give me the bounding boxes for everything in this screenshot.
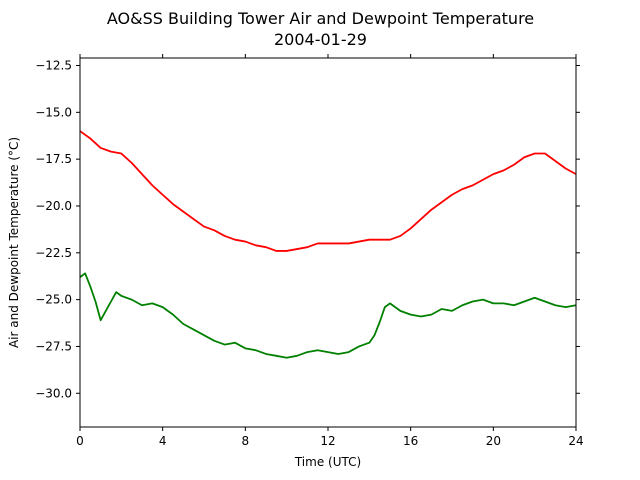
y-tick-label: −12.5 xyxy=(35,58,72,72)
x-tick-label: 16 xyxy=(403,434,418,448)
y-axis-label: Air and Dewpoint Temperature (°C) xyxy=(7,137,21,348)
plot-frame xyxy=(79,57,577,428)
y-tick-label: −15.0 xyxy=(35,105,72,119)
chart-title: AO&SS Building Tower Air and Dewpoint Te… xyxy=(107,9,534,28)
x-tick-label: 0 xyxy=(76,434,84,448)
x-tick-label: 8 xyxy=(242,434,250,448)
x-tick-label: 12 xyxy=(320,434,335,448)
x-tick-label: 24 xyxy=(568,434,583,448)
x-tick-label: 20 xyxy=(486,434,501,448)
y-tick-label: −30.0 xyxy=(35,386,72,400)
air-temperature-line xyxy=(79,130,577,252)
x-tick-label: 4 xyxy=(159,434,167,448)
chart-subtitle: 2004-01-29 xyxy=(274,30,367,49)
y-tick-label: −25.0 xyxy=(35,293,72,307)
y-tick-label: −20.0 xyxy=(35,199,72,213)
y-tick-label: −17.5 xyxy=(35,152,72,166)
tick-layer: 0 4 8 12 16 20 24 −30.0 −27.5 −25.0 −22.5 −20.0 −17.… xyxy=(35,54,584,448)
y-tick-label: −22.5 xyxy=(35,246,72,260)
x-axis-label: Time (UTC) xyxy=(294,455,361,469)
y-tick-label: −27.5 xyxy=(35,339,72,353)
dewpoint-temperature-line xyxy=(79,272,577,359)
series-layer xyxy=(79,130,577,359)
